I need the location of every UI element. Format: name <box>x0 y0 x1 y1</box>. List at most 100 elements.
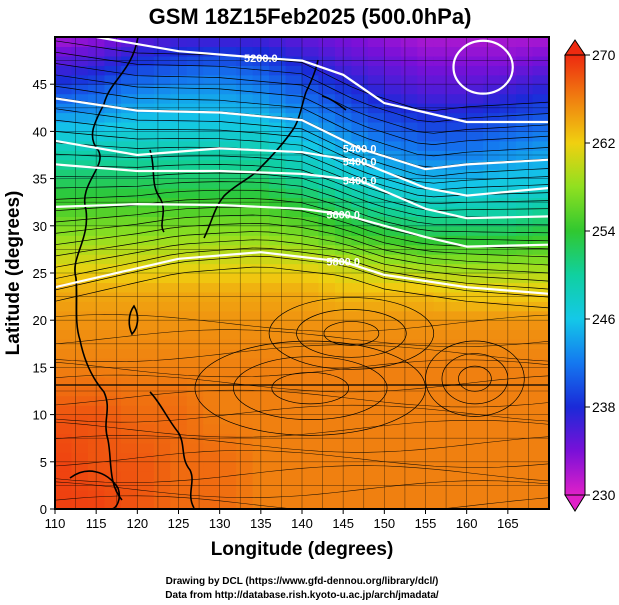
closed-height-contour <box>452 39 514 95</box>
heat-cell <box>450 55 468 66</box>
heat-cell <box>302 348 320 359</box>
heat-cell <box>252 357 270 368</box>
heat-cell <box>384 131 402 142</box>
heat-cell <box>71 405 89 416</box>
heat-cell <box>71 169 89 180</box>
heat-cell <box>252 424 270 435</box>
heat-cell <box>302 112 320 123</box>
heat-cell <box>302 206 320 217</box>
heat-cell <box>55 131 73 142</box>
x-tick-label: 120 <box>126 516 148 531</box>
heat-cell <box>203 291 221 302</box>
heat-cell <box>318 282 336 293</box>
heat-cell <box>120 159 138 170</box>
heat-cell <box>137 65 155 76</box>
heat-cell <box>433 442 451 453</box>
colorbar-tick-label: 270 <box>592 47 616 63</box>
heat-cell <box>450 301 468 312</box>
heat-cell <box>450 254 468 265</box>
colorbar-tick-label: 254 <box>592 223 616 239</box>
x-tick-label: 160 <box>456 516 478 531</box>
heat-cell <box>532 291 549 302</box>
heat-cell <box>483 452 501 463</box>
heat-cell <box>466 254 484 265</box>
heat-cell <box>450 499 468 509</box>
heat-cell <box>203 310 221 321</box>
heat-cell <box>351 65 369 76</box>
heat-cell <box>71 254 89 265</box>
heat-cell <box>153 357 171 368</box>
heat-cell <box>334 55 352 66</box>
heat-cell <box>302 424 320 435</box>
heat-cell <box>516 140 534 151</box>
heat-cell <box>269 395 287 406</box>
heat-cell <box>55 405 73 416</box>
heat-cell <box>367 65 385 76</box>
heat-cell <box>532 46 549 57</box>
heat-cell <box>153 471 171 482</box>
heat-cell <box>203 121 221 132</box>
heat-cell <box>400 140 418 151</box>
heat-cell <box>334 376 352 387</box>
contour-label: 5600.0 <box>326 209 360 221</box>
heat-cell <box>318 263 336 274</box>
heat-cell <box>302 310 320 321</box>
heat-cell <box>55 140 73 151</box>
heat-cell <box>483 112 501 123</box>
heat-cell <box>302 376 320 387</box>
heat-cell <box>203 84 221 95</box>
heat-cell <box>367 46 385 57</box>
heat-cell <box>400 480 418 491</box>
heat-cell <box>400 169 418 180</box>
heat-cell <box>384 461 402 472</box>
heat-cell <box>450 93 468 104</box>
heat-cell <box>302 37 320 48</box>
heat-cell <box>532 206 549 217</box>
heat-cell <box>433 263 451 274</box>
heat-cell <box>367 405 385 416</box>
heat-cell <box>384 499 402 509</box>
heat-cell <box>120 235 138 246</box>
heat-cell <box>400 471 418 482</box>
heat-cell <box>351 291 369 302</box>
heat-cell <box>483 480 501 491</box>
heat-cell <box>137 414 155 425</box>
heat-cell <box>384 376 402 387</box>
heat-cell <box>269 84 287 95</box>
heat-cell <box>351 452 369 463</box>
heat-cell <box>252 461 270 472</box>
heat-cell <box>483 206 501 217</box>
heat-cell <box>400 376 418 387</box>
heat-cell <box>137 169 155 180</box>
heat-cell <box>351 74 369 85</box>
heat-cell <box>87 112 105 123</box>
heat-cell <box>137 206 155 217</box>
heat-cell <box>499 55 517 66</box>
heat-cell <box>351 310 369 321</box>
heat-cell <box>153 103 171 114</box>
heat-cell <box>104 424 122 435</box>
heat-cell <box>120 348 138 359</box>
x-tick-label: 140 <box>291 516 313 531</box>
heat-cell <box>203 414 221 425</box>
streamline <box>55 63 549 134</box>
y-tick-label: 25 <box>33 266 47 281</box>
heat-cell <box>153 490 171 501</box>
heat-cell <box>384 424 402 435</box>
heat-cell <box>87 424 105 435</box>
heat-cell <box>483 424 501 435</box>
heat-cell <box>466 490 484 501</box>
heat-cell <box>186 74 204 85</box>
heat-cell <box>400 37 418 48</box>
heat-cell <box>516 329 534 340</box>
heat-cell <box>186 348 204 359</box>
heat-cell <box>433 188 451 199</box>
heat-cell <box>120 282 138 293</box>
heat-cell <box>450 225 468 236</box>
heat-cell <box>532 121 549 132</box>
heat-cell <box>334 37 352 48</box>
heat-cell <box>285 357 303 368</box>
heat-cell <box>120 216 138 227</box>
heat-cell <box>55 121 73 132</box>
heat-cell <box>252 37 270 48</box>
